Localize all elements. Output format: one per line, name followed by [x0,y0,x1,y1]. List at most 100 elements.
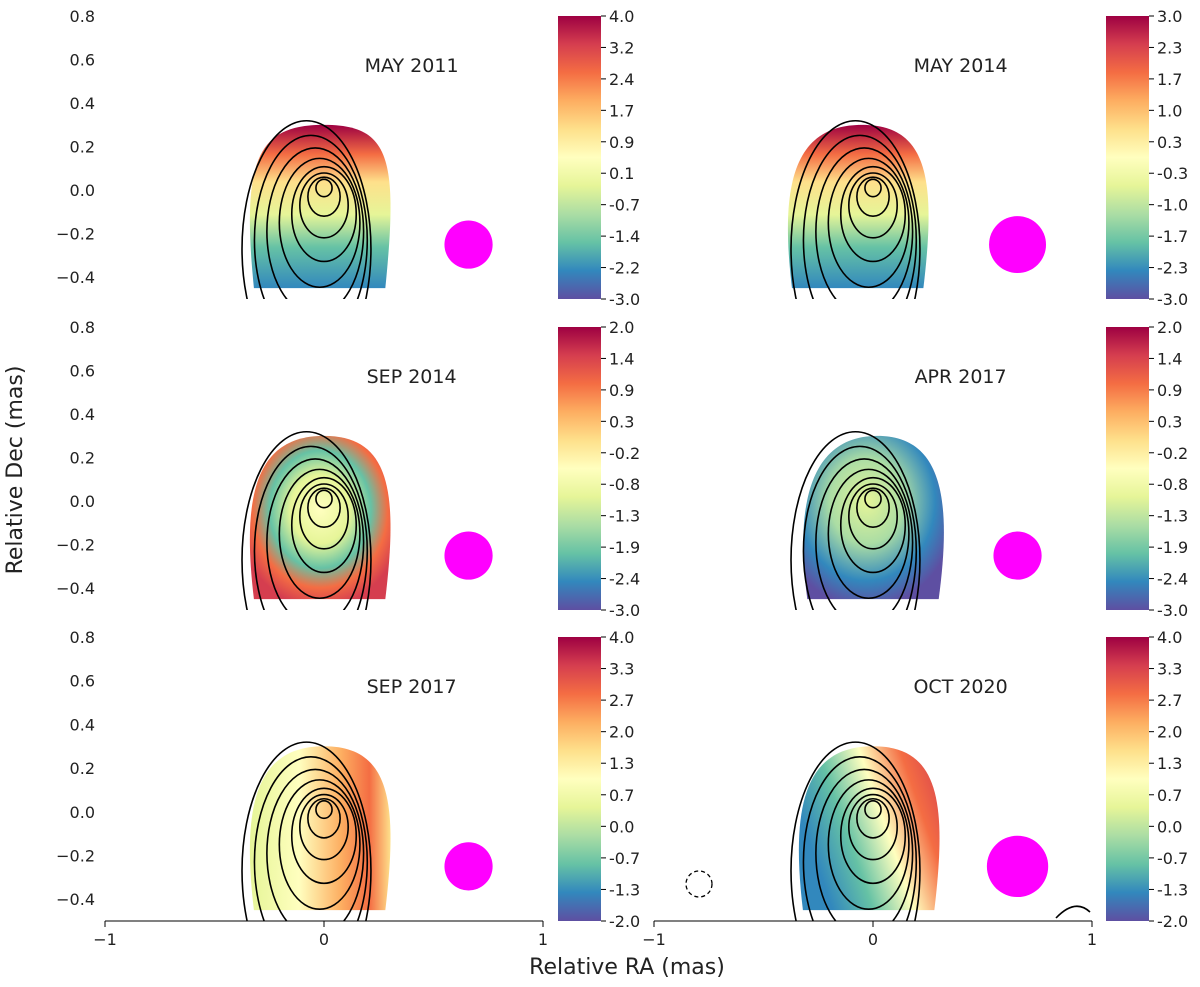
contour-line [827,779,910,911]
colorbar-tick-label: -1.3 [1157,880,1188,899]
contour-group [241,119,372,299]
contour-line [266,147,365,299]
y-tick-label: 0.2 [70,138,95,157]
panel-title: SEP 2017 [367,676,457,698]
contour-line [315,800,333,820]
contour-line [241,119,372,299]
colorbar-tick-label: -1.4 [609,227,640,246]
panels-group: MAY 2011 0.8 0.6 0.4 0.2 0.0 −0.2 −0.4 4.0 3.2 2.4… [56,7,1188,949]
colorbar-tick-label: 2.0 [609,723,634,742]
colorbar-tick-label: 1.7 [609,101,634,120]
colorbar-tick-label: 0.7 [609,786,634,805]
contour-line [299,483,349,550]
panel-3: APR 2017 2.0 1.4 0.9 0.3 -0.2 -0.8 -1.3 -1.9 -2.4… [790,318,1188,620]
contour-line [290,476,358,574]
colorbar-tick-label: 2.7 [609,691,634,710]
colorbar-gradient [1106,16,1149,299]
colorbar: 4.0 3.3 2.7 2.0 1.3 0.7 0.0 -0.7 -1.3 -2.0 [1106,628,1188,931]
beam-ellipse [444,842,493,891]
colorbar-tick-label: -2.4 [1157,570,1188,589]
panel-4: SEP 2017 0.8 0.6 0.4 0.2 0.0 −0.2 −0.4 −1 0 1 4.0 3.… [56,628,640,949]
colorbar-tick-label: 3.3 [609,660,634,679]
colorbar-tick-label: -0.8 [609,475,640,494]
colorbar-tick-label: -0.7 [1157,849,1188,868]
y-tick-label: −0.4 [56,890,95,909]
y-tick-label: −0.2 [56,225,95,244]
beam-ellipse [993,531,1042,580]
colorbar-tick-label: 1.4 [609,349,634,368]
colorbar-tick-label: 0.3 [609,412,634,431]
contour-line [802,445,918,610]
colorbar-tick-label: 0.9 [609,133,634,152]
contour-arc [1055,905,1091,919]
colorbar: 4.0 3.3 2.7 2.0 1.3 0.7 0.0 -0.7 -1.3 -2.0 [558,628,640,931]
contour-group [790,430,921,610]
contour-line [266,458,365,610]
colorbar-tick-label: 3.0 [1157,7,1182,26]
contour-line [278,779,361,911]
plot-area [790,430,944,610]
colorbar-tick-label: 4.0 [609,628,634,647]
colorbar-tick-label: -2.0 [609,912,640,931]
colorbar-gradient [1106,327,1149,610]
colorbar-tick-label: -1.3 [1157,507,1188,526]
contour-line [864,800,882,820]
colorbar-tick-label: -1.9 [609,538,640,557]
contour-line [856,176,890,217]
contour-line [278,468,361,600]
colorbar-tick-label: 3.2 [609,38,634,57]
y-tick-label: −0.2 [56,536,95,555]
x-tick-label: −1 [93,930,117,949]
x-tick-label: 1 [1087,930,1097,949]
panel-title: MAY 2011 [365,55,459,77]
contour-line [307,797,341,839]
colorbar-tick-label: 0.0 [1157,817,1182,836]
panel-title: APR 2017 [915,366,1007,388]
colorbar-gradient [558,637,601,921]
panel-5: OCT 2020 −1 0 1 4.0 3.3 2.7 2.0 1.3 0.7 0.0 -0.7 -1.… [642,628,1188,949]
contour-line [241,430,372,610]
colorbar-tick-label: 0.1 [609,164,634,183]
contour-line [790,119,921,299]
y-tick-label: 0.0 [70,492,95,511]
contour-line [856,487,890,528]
colorbar-tick-label: -1.7 [1157,227,1188,246]
contour-line [848,793,898,861]
contour-line [307,176,341,217]
y-tick-label: 0.6 [70,51,95,70]
colorbar: 3.0 2.3 1.7 1.0 0.3 -0.3 -1.0 -1.7 -2.3 -3.0 [1106,7,1188,309]
contour-line [315,489,333,509]
contour-line [827,157,910,289]
contour-group [241,430,372,610]
colorbar-tick-label: 4.0 [609,7,634,26]
colorbar-tick-label: 1.4 [1157,349,1182,368]
colorbar-tick-label: 2.3 [1157,38,1182,57]
y-tick-label: 0.8 [70,628,95,647]
colorbar-tick-label: -3.0 [609,290,640,309]
colorbar-tick-label: 2.0 [609,318,634,337]
colorbar-tick-label: 2.4 [609,70,634,89]
plot-area [241,741,391,921]
colorbar-tick-label: -1.3 [609,880,640,899]
panel-2: SEP 2014 0.8 0.6 0.4 0.2 0.0 −0.2 −0.4 2.0 1.4 0.9… [56,318,640,620]
colorbar-tick-label: -1.9 [1157,538,1188,557]
y-tick-label: 0.4 [70,405,95,424]
colorbar-tick-label: -2.3 [1157,259,1188,278]
panel-title: MAY 2014 [914,55,1008,77]
contour-line [290,787,358,885]
x-tick-label: 0 [319,930,329,949]
contour-line [253,756,369,921]
y-axis-label: Relative Dec (mas) [3,366,28,575]
colorbar-tick-label: 2.0 [1157,318,1182,337]
colorbar-tick-label: 1.0 [1157,101,1182,120]
panel-0: MAY 2011 0.8 0.6 0.4 0.2 0.0 −0.2 −0.4 4.0 3.2 2.4… [56,7,640,309]
contour-line [253,134,369,299]
y-tick-label: 0.0 [70,803,95,822]
beam-ellipse [989,216,1047,274]
intensity-map [803,435,944,600]
colorbar-tick-label: -1.3 [609,507,640,526]
panel-title: OCT 2020 [913,676,1007,698]
y-tick-label: 0.8 [70,7,95,26]
colorbar: 2.0 1.4 0.9 0.3 -0.2 -0.8 -1.3 -1.9 -2.4 -3.0 [1106,318,1188,620]
